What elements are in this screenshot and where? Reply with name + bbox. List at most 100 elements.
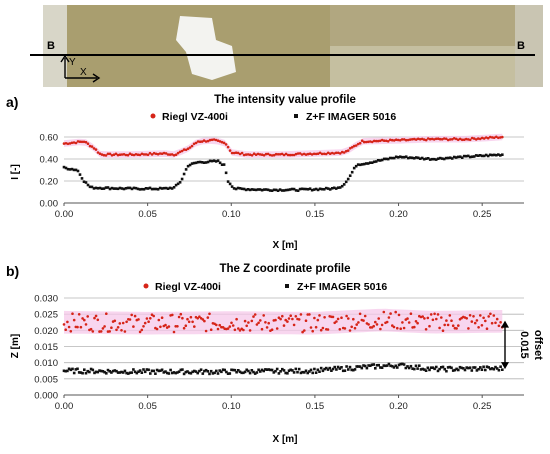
riegl-point <box>304 319 308 323</box>
riegl-point <box>134 153 138 156</box>
riegl-point <box>100 153 104 156</box>
zf-point <box>347 368 350 371</box>
legend-b-zf-label: Z+F IMAGER 5016 <box>297 281 387 293</box>
zf-point <box>299 371 303 375</box>
zf-point <box>480 154 484 158</box>
zf-point <box>418 364 421 367</box>
riegl-point <box>76 325 79 329</box>
zf-point <box>172 186 176 189</box>
riegl-point <box>398 139 402 142</box>
riegl-point <box>448 138 452 141</box>
zf-point <box>313 367 316 371</box>
y-tick-label: 0.030 <box>34 294 58 305</box>
riegl-point <box>116 153 120 157</box>
zf-point <box>478 154 482 157</box>
zf-point <box>238 370 242 374</box>
riegl-point <box>156 152 160 156</box>
zf-point <box>72 371 76 375</box>
zf-point <box>246 188 250 191</box>
riegl-point <box>413 325 416 329</box>
riegl-point <box>210 138 214 142</box>
riegl-point <box>394 138 398 141</box>
riegl-point <box>456 138 460 142</box>
riegl-point <box>222 141 226 145</box>
zf-point <box>456 155 460 159</box>
riegl-point <box>272 153 276 157</box>
riegl-point <box>212 138 216 141</box>
zf-point <box>297 367 301 371</box>
zf-point <box>402 155 406 159</box>
chart-b-ylabel: Z [m] <box>10 334 21 358</box>
zf-point <box>414 364 418 368</box>
riegl-point <box>152 151 156 155</box>
riegl-point <box>443 323 447 327</box>
riegl-point <box>157 318 161 322</box>
zf-point <box>233 368 237 372</box>
zf-point <box>286 372 289 375</box>
riegl-point <box>350 146 354 149</box>
riegl-point <box>206 316 210 319</box>
zf-point <box>414 156 418 159</box>
zf-point <box>458 155 462 158</box>
riegl-point <box>244 153 248 156</box>
zf-point <box>280 189 284 192</box>
zf-point <box>279 370 282 373</box>
zf-point <box>240 187 244 191</box>
riegl-point <box>292 153 296 157</box>
y-tick-label: 0.20 <box>40 177 59 188</box>
zf-point <box>275 367 279 371</box>
riegl-point <box>422 138 426 141</box>
zf-point <box>432 157 436 161</box>
zf-point <box>154 372 157 375</box>
riegl-point <box>264 152 268 156</box>
panel-label-b: b) <box>6 263 19 279</box>
zf-point <box>310 188 314 192</box>
zf-point <box>450 366 453 370</box>
riegl-point <box>420 137 424 141</box>
zf-point <box>257 368 260 372</box>
zf-point <box>342 183 346 186</box>
zf-point <box>309 368 313 372</box>
zf-point <box>431 366 435 369</box>
riegl-point <box>280 152 284 156</box>
riegl-point <box>209 328 213 332</box>
riegl-point <box>132 153 136 157</box>
zf-point <box>463 368 467 372</box>
zf-point <box>123 369 127 373</box>
riegl-point <box>451 324 455 328</box>
riegl-point <box>357 321 360 324</box>
riegl-point <box>268 153 272 157</box>
riegl-point <box>441 329 445 333</box>
riegl-point <box>284 318 288 322</box>
riegl-point <box>288 153 292 157</box>
zf-point <box>202 161 206 164</box>
zf-point <box>306 371 309 375</box>
riegl-point <box>286 153 290 157</box>
zf-point <box>118 371 122 374</box>
riegl-point <box>450 138 454 141</box>
riegl-point <box>89 327 93 331</box>
zf-point <box>386 157 390 161</box>
zf-point <box>100 187 104 190</box>
riegl-point <box>252 152 256 155</box>
zf-point <box>214 160 218 163</box>
zf-point <box>102 187 106 190</box>
riegl-point <box>313 316 316 320</box>
zf-point <box>416 367 419 370</box>
zf-point <box>480 368 484 371</box>
riegl-point <box>310 153 314 156</box>
zf-point <box>199 368 203 371</box>
riegl-point <box>462 138 466 141</box>
riegl-point <box>372 139 376 143</box>
zf-point <box>178 181 182 184</box>
riegl-point <box>88 144 92 148</box>
riegl-point <box>396 326 399 330</box>
riegl-point <box>428 137 432 141</box>
zf-point <box>428 158 432 161</box>
zf-point <box>108 370 111 373</box>
zf-point <box>164 370 167 373</box>
riegl-point <box>470 136 474 140</box>
riegl-point <box>396 138 400 142</box>
riegl-point <box>218 140 222 143</box>
riegl-point <box>72 318 76 322</box>
